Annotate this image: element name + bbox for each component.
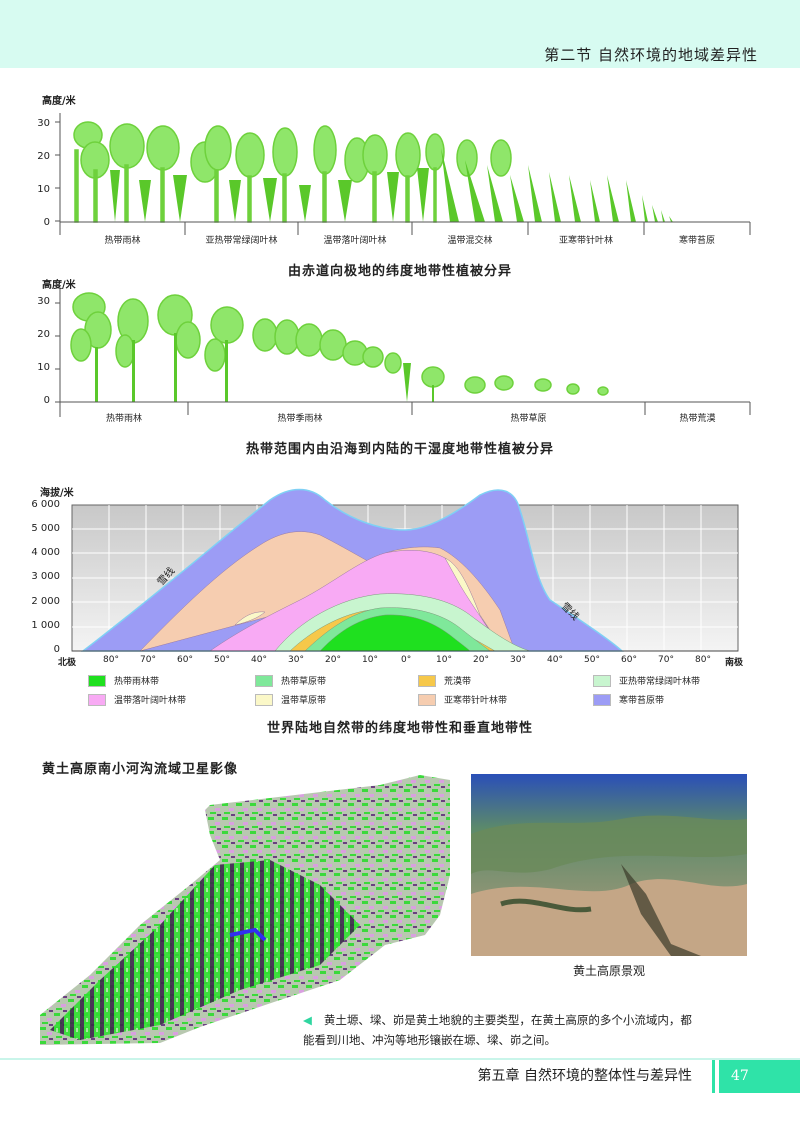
legend-item: 温带落叶阔叶林带 [88,693,186,706]
triangle-marker-icon: ◀ [303,1013,312,1027]
fig1-vegetation-chart [55,113,751,235]
legend-swatch [255,674,273,687]
legend-swatch [255,693,273,706]
legend-swatch [88,674,106,687]
fig1-zone-label: 温带混交林 [447,236,493,246]
footer-divider [0,1058,800,1060]
fig1-zone-label: 亚寒带针叶林 [558,236,613,246]
satellite-image [40,775,450,1045]
fig3-xtick: 50° [584,655,600,665]
fig3-caption: 世界陆地自然带的纬度地带性和垂直地带性 [266,721,533,736]
chapter-title: 第五章 自然环境的整体性与差异性 [477,1068,692,1084]
fig3-xtick: 0° [401,655,412,665]
fig3-xtick: 10° [436,655,452,665]
fig3-xtick: 30° [288,655,304,665]
fig3-xtick: 40° [251,655,267,665]
fig1-tick: 30 [37,118,50,129]
page-header: 第二节 自然环境的地域差异性 [0,0,800,68]
legend-swatch [88,693,106,706]
fig1-zone-label: 热带雨林 [104,236,141,246]
footer-accent-bar [712,1060,715,1093]
fig1-caption: 由赤道向极地的纬度地带性植被分异 [287,264,512,279]
section-title: 第二节 自然环境的地域差异性 [544,46,758,64]
fig3-ytick: 6 000 [31,499,60,510]
fig2-ylabel: 高度/米 [42,280,76,291]
fig3-ytick: 5 000 [31,523,60,534]
fig3-altitudinal-zone-chart [71,488,739,652]
legend-item: 热带雨林带 [88,674,159,687]
satellite-title: 黄土高原南小河沟流域卫星影像 [42,762,239,777]
fig1-zone-label: 亚热带常绿阔叶林 [205,236,278,246]
fig3-xtick: 20° [325,655,341,665]
fig3-ytick: 4 000 [31,547,60,558]
fig1-tick: 0 [43,217,50,228]
legend-item: 温带草原带 [255,693,326,706]
legend-item: 热带草原带 [255,674,326,687]
fig1-ylabel: 高度/米 [42,96,76,107]
fig3-xtick: 10° [362,655,378,665]
fig2-zone-label: 热带草原 [510,414,547,424]
fig3-ytick: 2 000 [31,596,60,607]
fig2-vegetation-chart [55,288,751,417]
loess-plateau-photo [471,774,747,956]
fig3-xtick: 70° [658,655,674,665]
fig3-xtick: 40° [547,655,563,665]
page-number-box: 47 [719,1060,800,1093]
fig2-tick: 30 [37,296,50,307]
legend-item: 亚寒带针叶林带 [418,693,507,706]
fig1-zone-label: 寒带苔原 [678,236,715,246]
fig3-xtick: 30° [510,655,526,665]
fig2-zone-label: 热带季雨林 [277,414,323,424]
note-paragraph: ◀ 黄土塬、墚、峁是黄土地貌的主要类型，在黄土高原的多个小流域内，都能看到川地、冲… [303,1013,692,1047]
fig3-ytick: 3 000 [31,571,60,582]
fig3-xtick: 20° [473,655,489,665]
fig2-zone-label: 热带雨林 [105,414,142,424]
fig3-ytick: 0 [53,644,60,655]
fig1-tick: 10 [37,184,50,195]
legend-swatch [418,674,436,687]
fig1-zone-label: 温带落叶阔叶林 [323,236,387,246]
fig3-xaxis-labels: 北极 80° 70° 60° 50° 40° 30° 20° 10° 0° 10… [58,655,778,669]
fig2-caption: 热带范围内由沿海到内陆的干湿度地带性植被分异 [245,442,554,457]
fig3-xtick: 70° [140,655,156,665]
fig3-xtick: 南极 [725,658,744,668]
legend-item: 亚热带常绿阔叶林带 [593,674,700,687]
legend-swatch [418,693,436,706]
fig3-xtick: 60° [621,655,637,665]
fig2-tick: 10 [37,362,50,373]
fig3-xtick: 80° [103,655,119,665]
fig3-xtick: 60° [177,655,193,665]
fig1-tick: 20 [37,151,50,162]
fig3-xtick: 北极 [58,658,77,668]
legend-swatch [593,693,611,706]
page-number: 47 [731,1068,749,1084]
fig3-ylabel: 海拔/米 [40,488,74,499]
fig2-tick: 0 [43,395,50,406]
fig3-xtick: 50° [214,655,230,665]
fig2-tick: 20 [37,329,50,340]
fig2-zone-label: 热带荒漠 [679,414,716,424]
photo-caption: 黄土高原景观 [572,964,645,978]
legend-swatch [593,674,611,687]
fig3-ytick: 1 000 [31,620,60,631]
legend-item: 荒漠带 [418,674,471,687]
fig3-xtick: 80° [695,655,711,665]
legend-item: 寒带苔原带 [593,693,664,706]
